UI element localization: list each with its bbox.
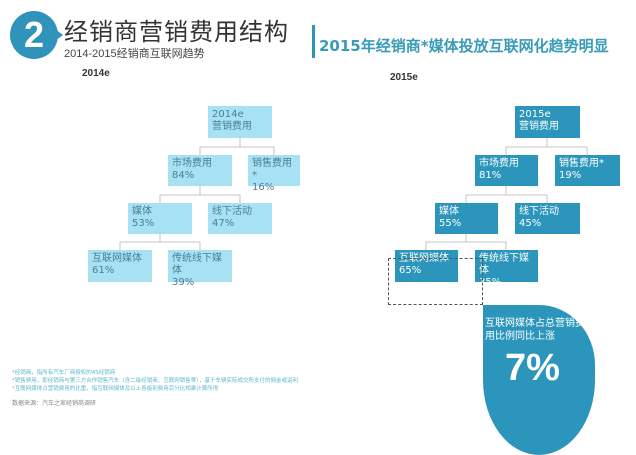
year-label-2014: 2014e (82, 68, 110, 79)
footnote-3: *互联网媒体占营销费用的比重，指互联网媒体及以上各级别费用百分比相乘计算所得 (12, 386, 219, 392)
section-number-badge: 2 (10, 11, 58, 59)
highlight-dashed-frame (388, 258, 483, 305)
node-2015-offline: 线下活动 45% (515, 203, 580, 234)
page-title: 经销商营销费用结构 (64, 18, 289, 46)
page-subtitle: 2014-2015经销商互联网趋势 (64, 48, 205, 60)
callout-text: 互联网媒体占总营销费用比例同比上涨 (485, 318, 585, 342)
badge-number: 2 (23, 14, 45, 55)
headline: 2015年经销商*媒体投放互联网化趋势明显 (319, 37, 609, 55)
node-2014-offline: 线下活动 47% (208, 203, 272, 234)
node-2015-media: 媒体 55% (435, 203, 498, 234)
node-2014-traditional-media: 传统线下媒体 39% (168, 250, 232, 288)
footnote-2: *销售费用，即经销商与第三方合作销售汽车（含二级经销商、互联网销售等），基于车辆… (12, 378, 299, 384)
node-2015-sales: 销售费用* 19% (555, 155, 620, 186)
node-2014-sales: 销售费用* 16% (248, 155, 300, 193)
tree-connectors (119, 138, 588, 250)
callout-value: 7% (505, 347, 560, 389)
node-2014-media: 媒体 53% (128, 203, 192, 234)
footnote-1: *经销商，指所有汽车厂商授权的4S经销商 (12, 370, 116, 376)
badge-pointer (55, 29, 63, 41)
title-divider (312, 25, 315, 58)
year-label-2015: 2015e (390, 72, 418, 83)
node-2014-internet-media: 互联网媒体 61% (88, 250, 152, 282)
node-2015-marketing: 市场费用 81% (475, 155, 538, 186)
highlight-callout: 互联网媒体占总营销费用比例同比上涨 7% (483, 305, 595, 455)
data-source: 数据来源：汽车之家经销商调研 (12, 400, 97, 407)
node-2014-root: 2014e 营销费用 (208, 106, 272, 138)
node-2015-root: 2015e 营销费用 (515, 106, 580, 138)
node-2015-traditional-media: 传统线下媒体 35% (475, 250, 538, 288)
node-2014-marketing: 市场费用 84% (168, 155, 232, 186)
